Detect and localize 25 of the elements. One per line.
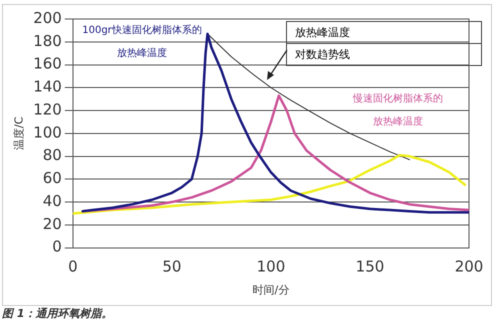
annotation: 放热峰温度 bbox=[117, 46, 167, 59]
x-tick-label: 0 bbox=[68, 258, 78, 276]
annotation: 放热峰温度 bbox=[287, 22, 481, 44]
annotation: 慢速固化树脂体系的 bbox=[352, 92, 443, 105]
x-tick-label: 50 bbox=[162, 258, 182, 276]
y-tick-label: 0 bbox=[52, 238, 62, 256]
y-tick-label: 120 bbox=[33, 100, 62, 118]
annotation: 100gr快速固化树脂体系的 bbox=[82, 24, 202, 36]
y-tick-label: 140 bbox=[33, 78, 62, 96]
y-tick-label: 40 bbox=[42, 192, 62, 210]
annotation: 对数趋势线 bbox=[294, 47, 351, 63]
y-tick-label: 100 bbox=[33, 123, 62, 142]
y-axis-title: 温度/C bbox=[12, 116, 26, 150]
y-tick-label: 60 bbox=[42, 169, 62, 188]
y-tick-label: 20 bbox=[42, 214, 62, 233]
y-tick-label: 160 bbox=[33, 54, 62, 73]
y-tick-label: 80 bbox=[42, 146, 62, 164]
caption: 图 1：通用环氧树脂。 bbox=[2, 306, 112, 321]
x-tick-label: 200 bbox=[454, 258, 484, 276]
x-tick-label: 150 bbox=[356, 258, 384, 276]
x-tick-label: 100 bbox=[256, 258, 286, 276]
x-axis-title: 时间/分 bbox=[252, 283, 290, 296]
y-tick-label: 200 bbox=[33, 8, 62, 27]
y-tick-label: 180 bbox=[33, 32, 62, 50]
annotation: 放热峰温度 bbox=[373, 116, 423, 128]
